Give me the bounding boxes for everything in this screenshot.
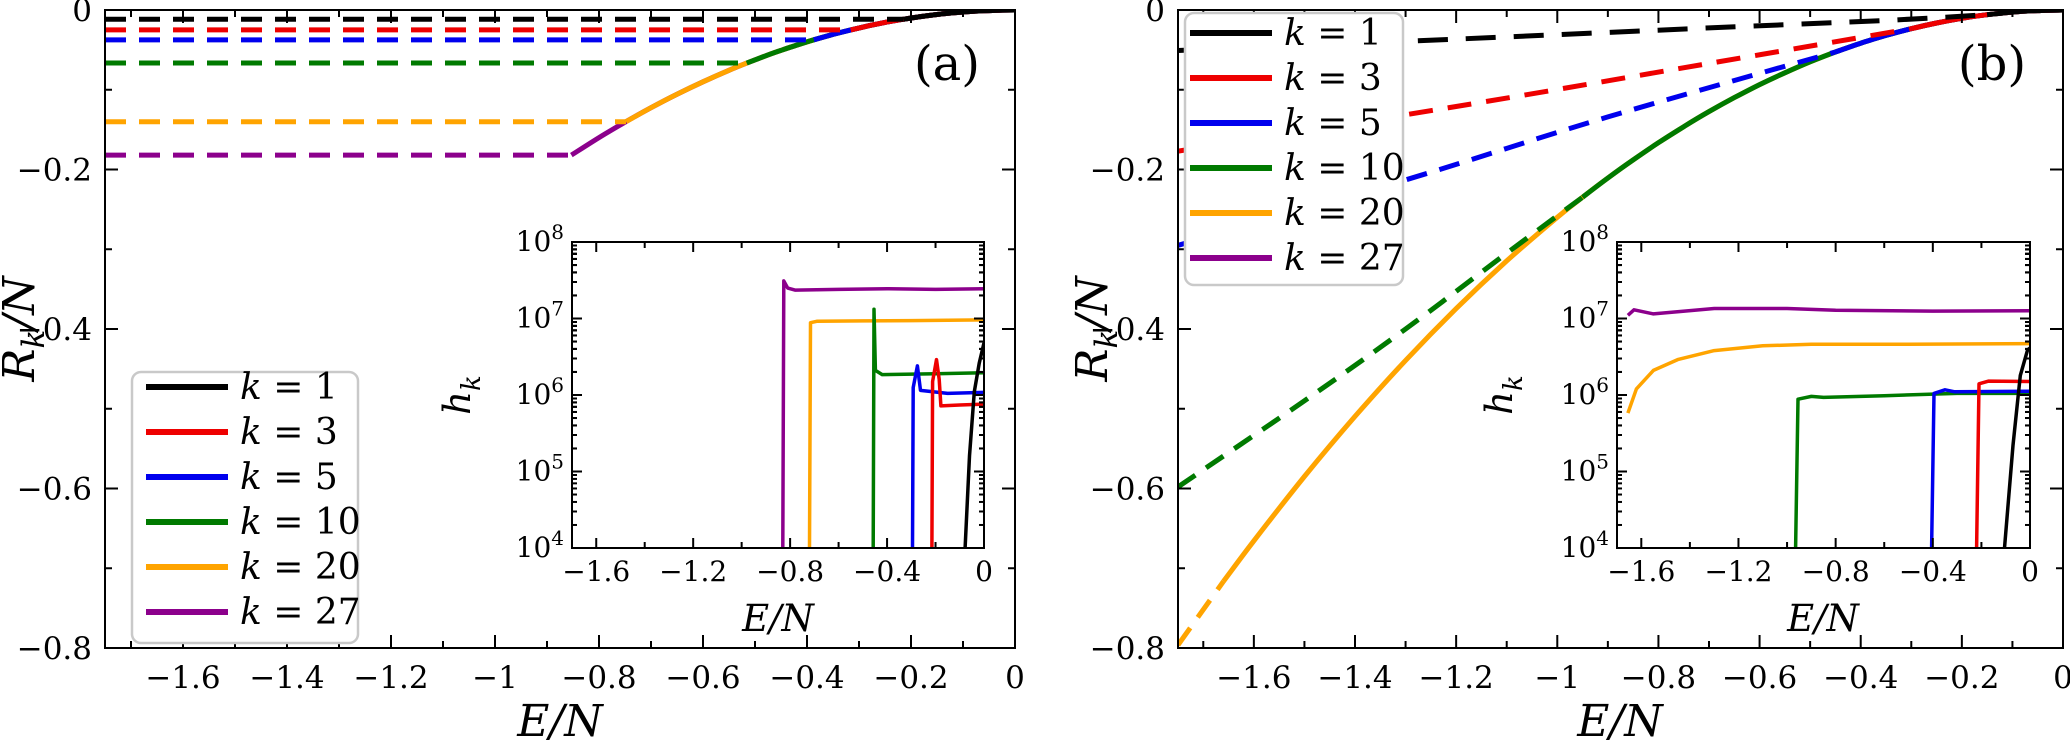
x-tick-label: 0 — [1005, 660, 1025, 696]
y-tick-label: −0.2 — [17, 153, 92, 189]
y-axis-title: Rk/N — [1067, 275, 1125, 383]
x-tick-label: −1 — [1534, 660, 1580, 696]
inset-y-axis-title: hk — [436, 375, 487, 415]
x-tick-label: −0.6 — [1722, 660, 1797, 696]
y-tick-label: −0.4 — [1090, 312, 1165, 348]
inset-b: −1.6 −1.2 −0.8 −0.4 0 104 105 106 107 108 E/N hk — [1478, 220, 2039, 640]
legend-label: k = 5 — [240, 457, 338, 498]
x-axis-title: E/N — [516, 696, 604, 747]
x-tick-label: −0.4 — [769, 660, 844, 696]
legend-box — [130, 370, 360, 645]
curve-dashed-k10 — [1178, 195, 1585, 489]
legend-label: k = 10 — [1284, 148, 1405, 189]
inset-x-axis-title: E/N — [741, 597, 815, 640]
x-tick-label: −1.4 — [1317, 660, 1392, 696]
inset-curve-k=1 — [963, 342, 984, 548]
inset-y-tick-label: 105 — [516, 450, 564, 488]
curve-solid-k1 — [902, 10, 1015, 22]
inset-background — [572, 242, 984, 548]
inset-y-tick-label: 108 — [516, 220, 564, 258]
inset-a: −1.6 −1.2 −0.8 −0.4 0 104 105 106 107 108 E/N hk — [436, 220, 993, 640]
legend-label: k = 10 — [240, 502, 361, 543]
inset-curve-k=27 — [1626, 306, 2030, 317]
inset-curves-b — [1626, 306, 2030, 548]
inset-x-tick-label: −0.8 — [1802, 555, 1870, 588]
inset-y-tick-label: 106 — [516, 373, 564, 411]
y-tick-label: −0.8 — [1090, 631, 1165, 667]
legend-label: k = 3 — [1284, 58, 1382, 99]
inset-x-tick-label: −1.2 — [1704, 555, 1772, 588]
x-tick-label: 0 — [2053, 660, 2070, 696]
inset-curve-k=10 — [871, 307, 984, 548]
inset-y-tick-label: 104 — [1561, 526, 1609, 564]
inset-curve-k=3 — [930, 357, 984, 548]
legend-label: k = 1 — [1284, 13, 1382, 54]
legend-b: k = 1k = 3k = 5k = 10k = 20k = 27 — [1183, 11, 1405, 287]
inset-y-axis-title: hk — [1478, 375, 1529, 415]
inset-x-tick-label: 0 — [975, 555, 993, 588]
x-tick-label: −0.6 — [665, 660, 740, 696]
y-tick-label: −0.8 — [17, 631, 92, 667]
inset-x-tick-label: −0.4 — [853, 555, 921, 588]
inset-x-tick-label: −0.4 — [1899, 555, 1967, 588]
inset-x-tick-label: −1.6 — [1607, 555, 1675, 588]
x-tick-label: −0.2 — [1924, 660, 1999, 696]
legend-label: k = 27 — [1284, 238, 1405, 279]
inset-y-tick-label: 105 — [1561, 450, 1609, 488]
inset-curves-a — [781, 279, 984, 548]
inset-curve-k=5 — [910, 364, 984, 548]
x-tick-label: −0.8 — [561, 660, 636, 696]
x-tick-label: −0.2 — [873, 660, 948, 696]
curve-dashed-k20 — [1178, 579, 1226, 647]
y-tick-label: −0.4 — [17, 312, 92, 348]
inset-x-tick-label: −1.2 — [659, 555, 727, 588]
y-tick-label: 0 — [1145, 0, 1165, 29]
legend-label: k = 3 — [240, 412, 338, 453]
panel-b: −1.6 −1.4 −1.2 −1 −0.8 −0.6 −0.4 −0.2 0 0 −0.2 −0.4… — [1067, 0, 2070, 747]
inset-curve-k=20 — [807, 318, 984, 548]
x-tick-label: −1.4 — [249, 660, 324, 696]
legend-label: k = 27 — [240, 592, 361, 633]
inset-x-tick-label: −1.6 — [562, 555, 630, 588]
inset-curve-k=3 — [1974, 379, 2030, 548]
inset-x-tick-label: −0.8 — [756, 555, 824, 588]
y-tick-label: −0.6 — [17, 472, 92, 508]
panel-letter: (b) — [1958, 36, 2026, 92]
x-tick-label: −0.4 — [1823, 660, 1898, 696]
x-tick-label: −1 — [472, 660, 518, 696]
y-axis-title: Rk/N — [0, 275, 52, 383]
y-tick-label: −0.6 — [1090, 472, 1165, 508]
x-tick-label: −1.2 — [1419, 660, 1494, 696]
panel-a: −1.6 −1.4 −1.2 −1 −0.8 −0.6 −0.4 −0.2 0 0 −0.2 −0.4… — [0, 0, 1025, 747]
inset-x-axis-title: E/N — [1786, 597, 1860, 640]
inset-y-tick-label: 104 — [516, 526, 564, 564]
y-tick-label: −0.2 — [1090, 153, 1165, 189]
legend-label: k = 20 — [1284, 193, 1405, 234]
inset-x-tick-label: 0 — [2021, 555, 2039, 588]
inset-y-tick-label: 107 — [516, 297, 564, 335]
x-tick-label: −1.6 — [1216, 660, 1291, 696]
y-tick-label: 0 — [72, 0, 92, 29]
inset-curve-k=27 — [781, 279, 984, 548]
x-axis-title: E/N — [1576, 696, 1664, 747]
main-curves-a — [105, 10, 1015, 158]
inset-y-tick-label: 108 — [1561, 220, 1609, 258]
legend-label: k = 5 — [1284, 103, 1382, 144]
inset-y-tick-label: 107 — [1561, 297, 1609, 335]
legend-a: k = 1k = 3k = 5k = 10k = 20k = 27 — [130, 367, 361, 645]
panel-letter: (a) — [914, 36, 980, 92]
x-tick-label: −1.6 — [145, 660, 220, 696]
inset-y-tick-label: 106 — [1561, 373, 1609, 411]
inset-curve-k=20 — [1626, 341, 2030, 414]
x-tick-label: −0.8 — [1621, 660, 1696, 696]
legend-label: k = 20 — [240, 547, 361, 588]
legend-label: k = 1 — [240, 367, 338, 408]
x-tick-label: −1.2 — [353, 660, 428, 696]
